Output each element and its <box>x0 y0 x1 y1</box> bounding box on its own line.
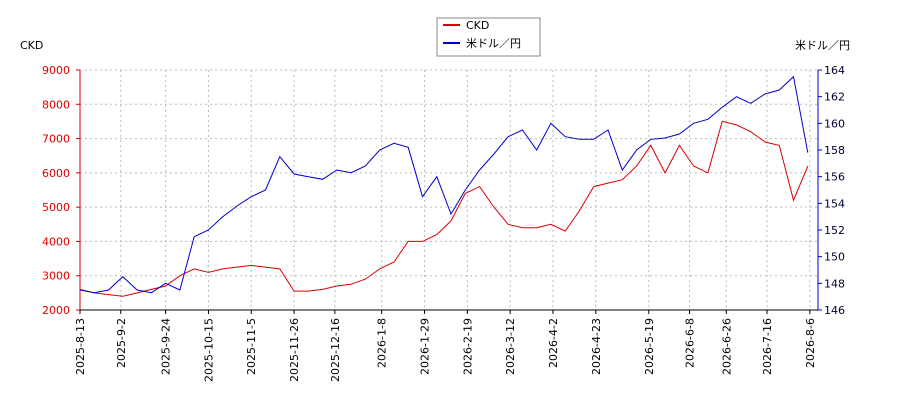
x-tick-label: 2025-11-5 <box>245 318 258 375</box>
x-tick-label: 2026-4-23 <box>590 318 603 375</box>
y-tick-label: 2000 <box>42 304 70 317</box>
x-tick-label: 2025-11-26 <box>288 318 301 382</box>
y-axis-title: CKD <box>20 39 43 52</box>
y-tick-label: 8000 <box>42 98 70 111</box>
y-tick-label: 5000 <box>42 201 70 214</box>
y2-tick-label: 160 <box>824 117 845 130</box>
x-tick-label: 2025-12-16 <box>329 318 342 382</box>
y2-tick-label: 146 <box>824 304 845 317</box>
y-tick-label: 9000 <box>42 64 70 77</box>
legend-label: CKD <box>466 19 489 32</box>
x-tick-label: 2026-1-8 <box>376 318 389 368</box>
y2-tick-label: 158 <box>824 144 845 157</box>
y-tick-label: 4000 <box>42 235 70 248</box>
x-tick-label: 2026-4-2 <box>547 318 560 368</box>
x-tick-label: 2026-7-16 <box>761 318 774 375</box>
series-line <box>79 120 809 297</box>
series-line <box>79 75 809 294</box>
legend-label: 米ドル／円 <box>466 37 521 50</box>
y2-tick-label: 164 <box>824 64 845 77</box>
x-tick-label: 2025-10-15 <box>202 318 215 382</box>
x-tick-label: 2025-8-13 <box>74 318 87 375</box>
y2-axis-title: 米ドル／円 <box>795 39 850 52</box>
x-tick-label: 2026-2-19 <box>461 318 474 375</box>
x-tick-label: 2026-5-19 <box>643 318 656 375</box>
x-tick-label: 2026-8-6 <box>804 318 817 368</box>
y-tick-label: 6000 <box>42 167 70 180</box>
y2-tick-label: 154 <box>824 197 845 210</box>
y2-tick-label: 156 <box>824 171 845 184</box>
x-tick-label: 2026-3-12 <box>504 318 517 375</box>
x-tick-label: 2026-1-29 <box>419 318 432 375</box>
x-tick-label: 2026-6-8 <box>684 318 697 368</box>
x-tick-label: 2025-9-24 <box>160 318 173 375</box>
y-tick-label: 7000 <box>42 133 70 146</box>
y2-tick-label: 152 <box>824 224 845 237</box>
y2-tick-label: 162 <box>824 91 845 104</box>
y2-tick-label: 148 <box>824 277 845 290</box>
y-tick-label: 3000 <box>42 270 70 283</box>
x-tick-label: 2025-9-2 <box>115 318 128 368</box>
y2-tick-label: 150 <box>824 251 845 264</box>
x-tick-label: 2026-6-26 <box>720 318 733 375</box>
